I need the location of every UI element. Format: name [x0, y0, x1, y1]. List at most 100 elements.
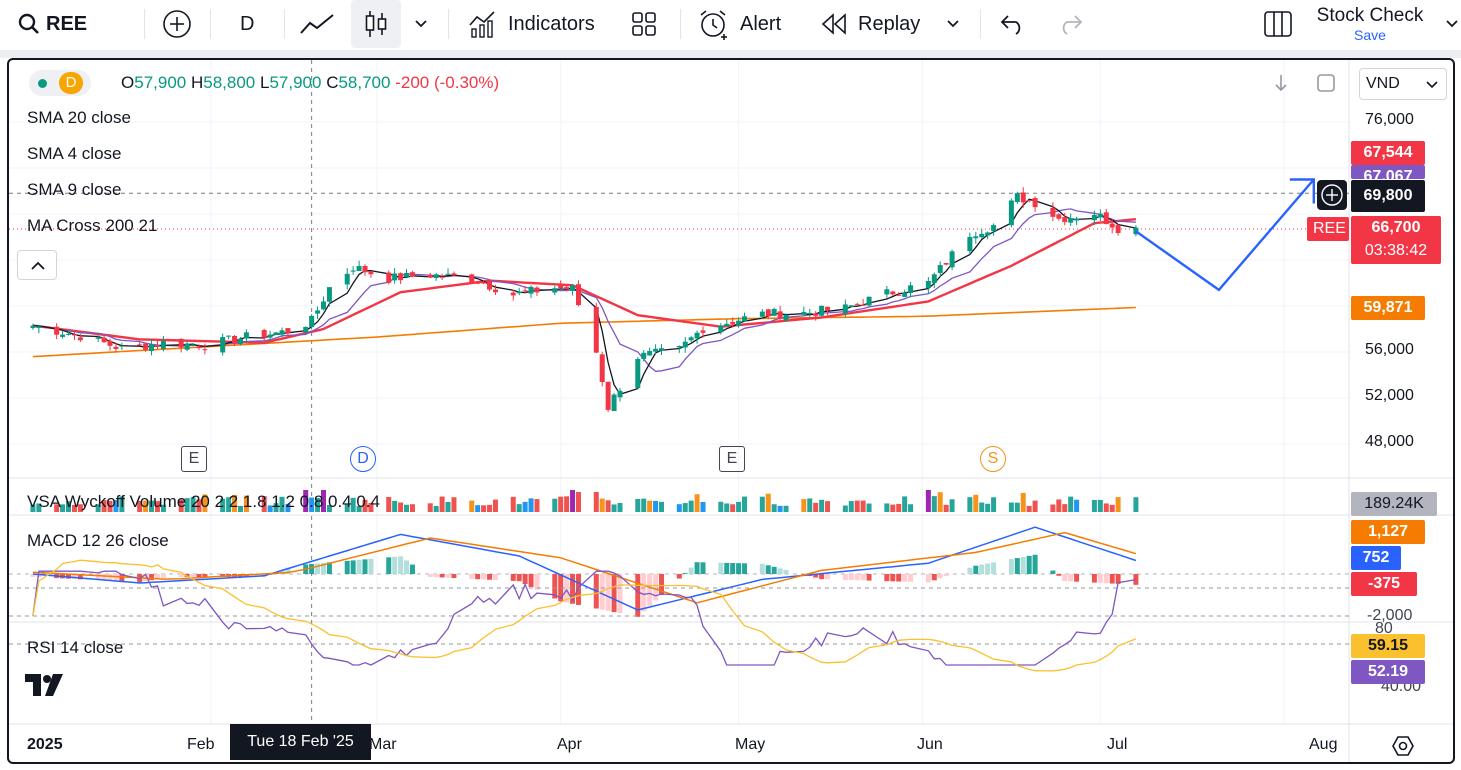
legend-ma-cross[interactable]: MA Cross 200 21 [27, 216, 158, 235]
volume-bar [1062, 504, 1068, 512]
volume-bar [860, 500, 866, 512]
volume-bar [368, 502, 374, 512]
volume-bar [783, 505, 789, 512]
status-pill[interactable]: D [29, 70, 91, 96]
indicators-label: Indicators [508, 12, 595, 35]
top-toolbar: REE D Indicators Alert Replay [0, 0, 1461, 50]
currency-select[interactable]: VND [1359, 68, 1447, 100]
macd-histogram-bar [356, 559, 362, 574]
chart-frame[interactable]: D O57,900 H58,800 L57,900 C58,700 -200 (… [7, 58, 1455, 764]
fullscreen-button[interactable] [1315, 72, 1337, 99]
interval-button[interactable]: D [240, 0, 254, 48]
legend-sma4[interactable]: SMA 4 close [27, 144, 122, 163]
scroll-down-button[interactable] [1271, 72, 1291, 99]
settings-icon [1392, 736, 1414, 756]
line-chart-icon [300, 14, 334, 34]
legend-rsi[interactable]: RSI 14 close [27, 638, 124, 657]
macd-histogram-bar [1109, 574, 1115, 584]
volume-bar [730, 504, 736, 512]
add-alert-button[interactable] [1317, 180, 1347, 210]
candle-body [759, 311, 765, 317]
candle-body [724, 323, 730, 327]
macd-histogram-bar [1097, 574, 1103, 583]
legend-sma9[interactable]: SMA 9 close [27, 180, 122, 199]
ma200-price-tag: 59,871 [1351, 296, 1425, 320]
maximize-icon [1317, 74, 1335, 92]
macd-histogram-bar [819, 574, 825, 580]
rsi-value-tag: 52.19 [1351, 660, 1425, 684]
layout-dropdown[interactable] [1445, 0, 1459, 48]
volume-bar [801, 499, 807, 512]
compare-button[interactable] [162, 0, 192, 48]
legend-macd[interactable]: MACD 12 26 close [27, 531, 169, 550]
macd-histogram-bar [1062, 574, 1068, 582]
collapse-legend-button[interactable] [17, 250, 57, 280]
candle-body [101, 337, 107, 343]
macd-histogram-bar [1115, 574, 1121, 584]
macd-histogram-bar [309, 563, 315, 574]
candle-body [599, 354, 605, 383]
candle-body [392, 273, 398, 281]
layout-button[interactable] [1263, 0, 1293, 48]
candle-body [807, 312, 813, 314]
macd-histogram-bar [908, 574, 914, 582]
sma20-price-tag: 67,544 [1351, 141, 1425, 165]
replay-button[interactable]: Replay [820, 0, 920, 48]
volume-bar [848, 501, 854, 512]
volume-bar [160, 504, 166, 512]
volume-bar [1008, 502, 1014, 512]
candle-body [107, 340, 113, 346]
volume-bar [267, 505, 273, 512]
macd-histogram-bar [730, 563, 736, 574]
volume-bar [575, 492, 581, 512]
symbol-search-button[interactable]: REE [18, 0, 87, 48]
macd-histogram-bar [178, 574, 184, 578]
earnings-event-marker[interactable]: E [181, 446, 207, 472]
time-axis-label: Jul [1107, 736, 1128, 753]
time-axis-label: Jun [917, 736, 943, 753]
candle-body [1103, 212, 1109, 225]
volume-bar [154, 501, 160, 512]
redo-button[interactable] [1057, 0, 1083, 48]
layout-name-block[interactable]: Stock Check Save [1313, 5, 1427, 43]
candle-body [350, 270, 356, 272]
legend-vsa[interactable]: VSA Wyckoff Volume 20 2 2 1.8 1.2 0.8 0.… [27, 492, 380, 511]
macd-histogram-bar [1050, 570, 1056, 574]
candle-body [404, 272, 410, 278]
macd-histogram-bar [1068, 574, 1074, 582]
candle-body [718, 325, 724, 333]
indicators-button[interactable]: Indicators [468, 0, 595, 48]
dividend-event-marker[interactable]: D [350, 446, 376, 472]
tradingview-logo[interactable] [23, 672, 71, 703]
replay-dropdown[interactable] [946, 0, 960, 48]
macd-histogram-bar [842, 574, 848, 580]
line-chart-button[interactable] [300, 0, 334, 48]
chevron-down-icon [415, 20, 427, 28]
undo-button[interactable] [1000, 0, 1026, 48]
volume-bar [884, 503, 890, 512]
split-event-marker[interactable]: S [980, 446, 1006, 472]
volume-bar [819, 499, 825, 512]
legend-sma20[interactable]: SMA 20 close [27, 108, 131, 127]
volume-bar [635, 498, 641, 512]
chart-canvas[interactable] [9, 60, 1453, 762]
candle-body [884, 289, 890, 295]
volume-bar [143, 500, 149, 512]
candle-body [303, 326, 309, 333]
macd-histogram-bar [202, 574, 208, 578]
volume-bar [475, 505, 481, 512]
candle-body [1020, 192, 1026, 203]
candle-body [575, 284, 581, 306]
templates-button[interactable] [631, 0, 657, 48]
alert-button[interactable]: Alert [698, 0, 781, 48]
macd-histogram-bar [771, 566, 777, 574]
chart-settings-button[interactable] [1391, 734, 1415, 762]
candle-body [137, 344, 143, 346]
search-icon [18, 13, 39, 34]
candle-body [344, 273, 350, 285]
candles-button[interactable] [351, 0, 401, 48]
candle-body [522, 290, 528, 292]
chart-type-dropdown[interactable] [414, 0, 428, 48]
candle-body [991, 225, 997, 232]
earnings-event-marker[interactable]: E [719, 446, 745, 472]
